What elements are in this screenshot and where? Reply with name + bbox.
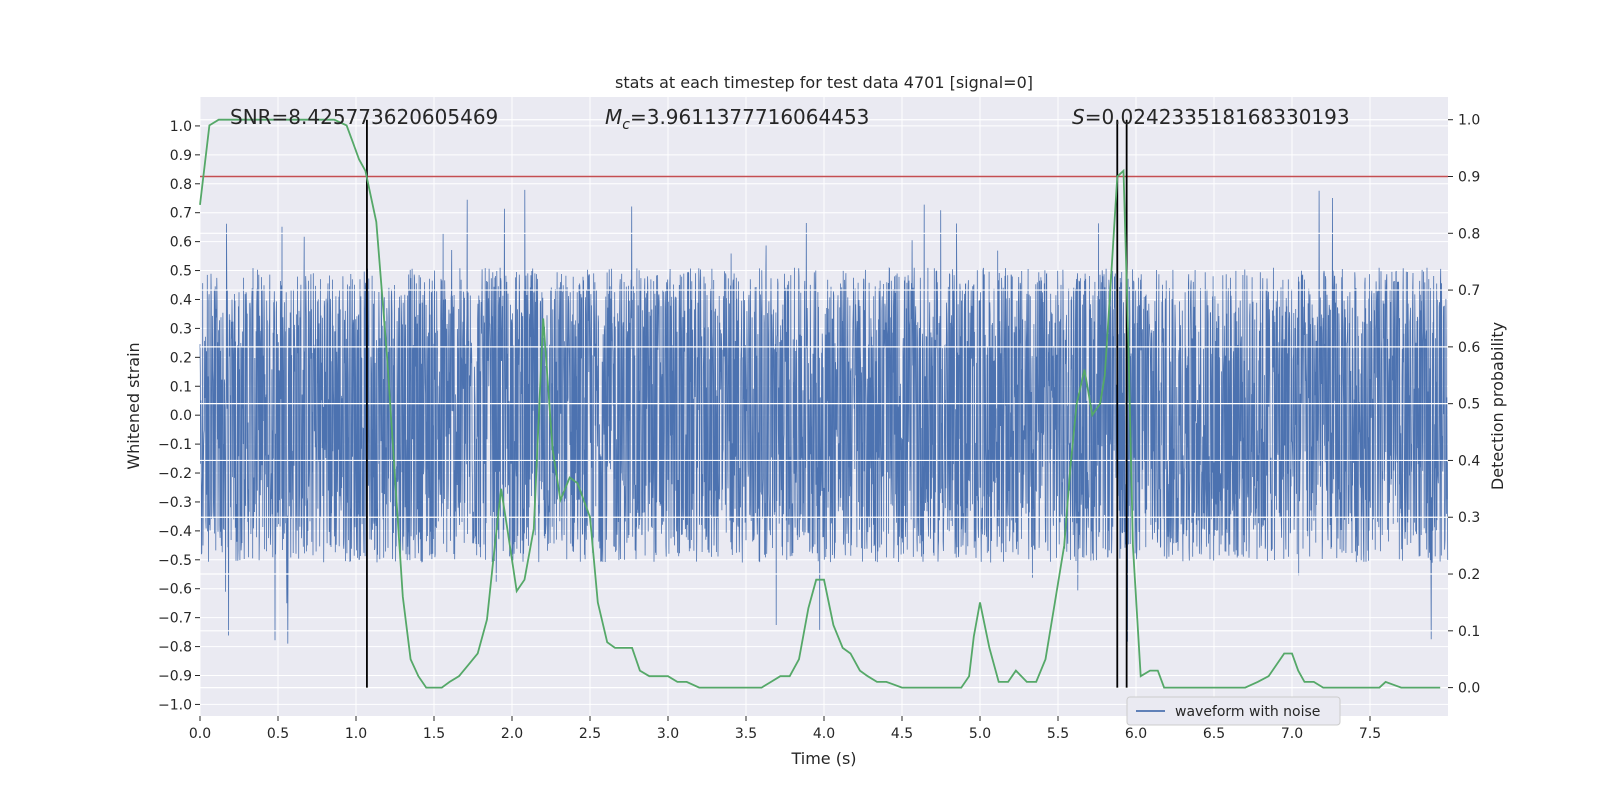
x-tick-label: 4.5 [891,726,913,742]
y-tick-label: −0.1 [158,437,192,453]
x-tick-label: 6.0 [1125,726,1147,742]
right-y-tick-label: 0.6 [1458,340,1480,356]
right-y-tick-label: 0.5 [1458,397,1480,413]
right-y-tick-labels: 1.0 0.9 0.8 0.7 0.6 0.5 0.4 0.3 0.2 0.1 0.0 [1448,113,1480,697]
probability-series [199,118,1441,689]
right-y-tick-label: 0.8 [1458,226,1480,242]
x-tick-label: 2.5 [579,726,601,742]
x-tick-label: 6.5 [1203,726,1225,742]
x-tick-label: 7.0 [1281,726,1303,742]
y-tick-label: −0.3 [158,495,192,511]
y-tick-label: 0.5 [170,264,192,280]
y-tick-label: 1.0 [170,119,192,135]
y-tick-label: −0.2 [158,466,192,482]
y-tick-label: −0.4 [158,524,192,540]
x-tick-label: 2.0 [501,726,523,742]
s-annotation: S=0.024233518168330193 [1072,105,1350,129]
y-axis-label: Whitened strain [124,342,143,469]
y-tick-label: 0.3 [170,321,192,337]
legend-box [1126,696,1341,726]
legend-label: waveform with noise [1175,704,1320,720]
y-tick-label: −0.7 [158,611,192,627]
y-tick-label: −1.0 [158,697,192,713]
s-value: =0.024233518168330193 [1085,105,1350,129]
y-tick-label: 0.8 [170,177,192,193]
chirp-mass-annotation: Mc=3.9611377716064453 [605,105,869,133]
right-y-tick-label: 0.1 [1458,624,1480,640]
right-y-tick-label: 0.0 [1458,681,1480,697]
y-tick-label: 0.2 [170,350,192,366]
y-tick-label: 0.9 [170,148,192,164]
legend: waveform with noise [1126,696,1341,726]
x-tick-label: 5.5 [1047,726,1069,742]
x-tick-label: 1.5 [423,726,445,742]
chirp-mass-symbol: M [605,105,622,129]
x-tick-label: 3.0 [657,726,679,742]
chirp-mass-value: =3.9611377716064453 [630,105,869,129]
y-tick-labels: 1.0 0.9 0.8 0.7 0.6 0.5 0.4 0.3 0.2 0.1 0.0 −0.1 −0.… [158,119,200,713]
vertical-markers [366,119,1128,688]
snr-annotation: SNR=8.425773620605469 [230,105,498,129]
x-tick-label: 1.0 [345,726,367,742]
right-grid-lines [200,119,1448,689]
right-y-tick-label: 0.3 [1458,510,1480,526]
y-tick-label: −0.8 [158,640,192,656]
right-y-tick-label: 0.9 [1458,170,1480,186]
y-tick-label: 0.6 [170,235,192,251]
right-y-tick-label: 1.0 [1458,113,1480,129]
right-y-tick-label: 0.7 [1458,283,1480,299]
right-y-tick-label: 0.4 [1458,453,1480,469]
right-y-axis-label: Detection probability [1488,322,1507,490]
y-tick-label: 0.4 [170,292,192,308]
chart-title: stats at each timestep for test data 470… [615,73,1033,92]
y-tick-label: −0.5 [158,553,192,569]
right-y-tick-label: 0.2 [1458,567,1480,583]
y-tick-label: 0.1 [170,379,192,395]
x-tick-label: 3.5 [735,726,757,742]
x-tick-label: 7.5 [1359,726,1381,742]
x-tick-label: 0.5 [267,726,289,742]
y-tick-label: −0.6 [158,582,192,598]
waveform-series [199,189,1449,644]
y-tick-label: −0.9 [158,669,192,685]
x-tick-label: 5.0 [969,726,991,742]
x-axis-label: Time (s) [790,749,856,768]
y-tick-label: 0.0 [170,408,192,424]
chirp-mass-subscript: c [622,117,630,133]
s-symbol: S [1072,105,1085,129]
x-tick-label: 0.0 [189,726,211,742]
x-tick-labels: 0.0 0.5 1.0 1.5 2.0 2.5 3.0 3.5 4.0 4.5 5.0 5.5 6.0 6… [189,716,1381,742]
y-tick-label: 0.7 [170,206,192,222]
x-tick-label: 4.0 [813,726,835,742]
